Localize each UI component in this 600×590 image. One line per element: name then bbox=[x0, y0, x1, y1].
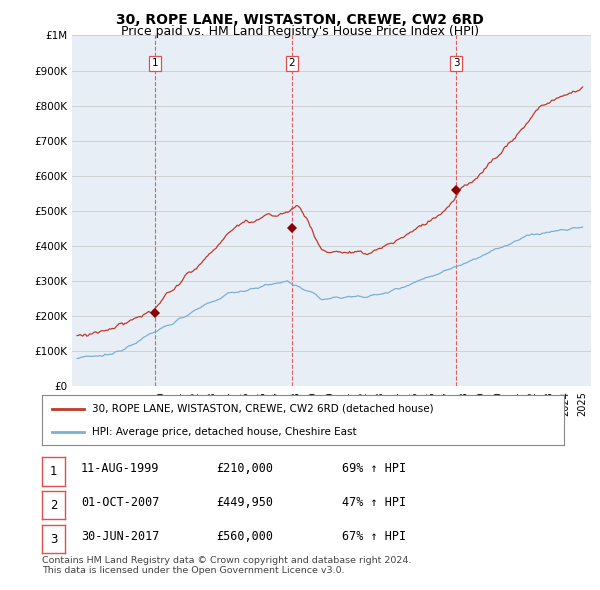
Text: 2: 2 bbox=[289, 58, 295, 68]
Text: 3: 3 bbox=[453, 58, 460, 68]
Text: 67% ↑ HPI: 67% ↑ HPI bbox=[342, 530, 406, 543]
Text: 01-OCT-2007: 01-OCT-2007 bbox=[81, 496, 160, 509]
Text: HPI: Average price, detached house, Cheshire East: HPI: Average price, detached house, Ches… bbox=[92, 427, 356, 437]
Text: 47% ↑ HPI: 47% ↑ HPI bbox=[342, 496, 406, 509]
Text: 30, ROPE LANE, WISTASTON, CREWE, CW2 6RD: 30, ROPE LANE, WISTASTON, CREWE, CW2 6RD bbox=[116, 13, 484, 27]
Text: Contains HM Land Registry data © Crown copyright and database right 2024.
This d: Contains HM Land Registry data © Crown c… bbox=[42, 556, 412, 575]
Text: £560,000: £560,000 bbox=[216, 530, 273, 543]
Text: £210,000: £210,000 bbox=[216, 462, 273, 475]
Text: 30-JUN-2017: 30-JUN-2017 bbox=[81, 530, 160, 543]
Text: Price paid vs. HM Land Registry's House Price Index (HPI): Price paid vs. HM Land Registry's House … bbox=[121, 25, 479, 38]
Text: 1: 1 bbox=[50, 465, 57, 478]
Text: 11-AUG-1999: 11-AUG-1999 bbox=[81, 462, 160, 475]
Text: 1: 1 bbox=[151, 58, 158, 68]
Text: 2: 2 bbox=[50, 499, 57, 512]
Text: 30, ROPE LANE, WISTASTON, CREWE, CW2 6RD (detached house): 30, ROPE LANE, WISTASTON, CREWE, CW2 6RD… bbox=[92, 404, 433, 414]
Text: 3: 3 bbox=[50, 533, 57, 546]
Text: 69% ↑ HPI: 69% ↑ HPI bbox=[342, 462, 406, 475]
Text: £449,950: £449,950 bbox=[216, 496, 273, 509]
